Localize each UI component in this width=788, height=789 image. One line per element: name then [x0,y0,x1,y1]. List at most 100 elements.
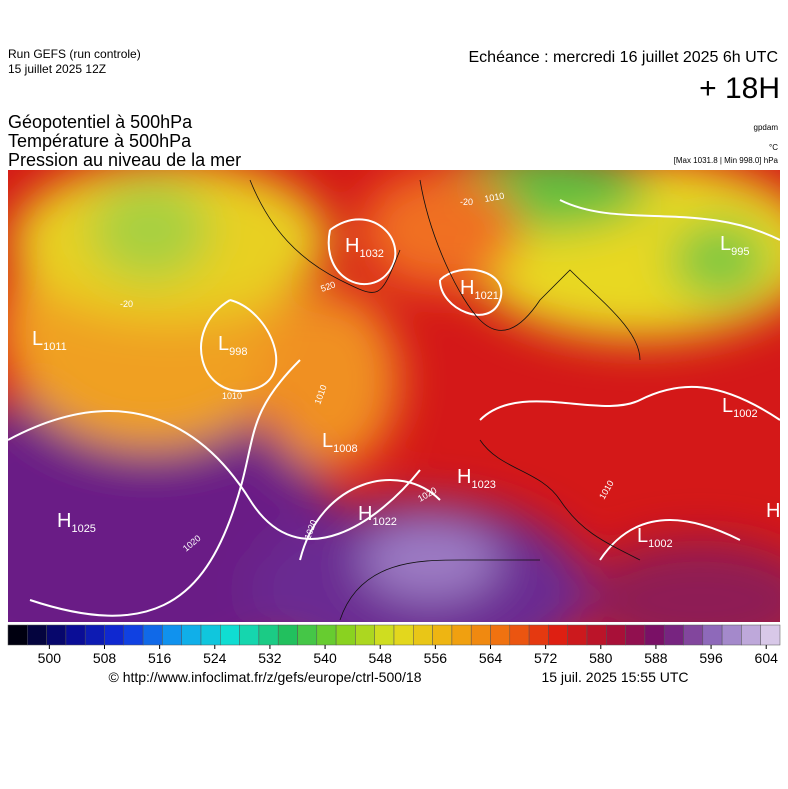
colorbar-cell [644,624,665,646]
colorbar-cell [470,624,491,646]
pressure-system: L1008 [322,430,358,455]
unit: gpdam [754,123,779,132]
system-value: 1032 [359,248,383,260]
colorbar-tick-label: 580 [589,650,613,666]
colorbar-tick-label: 524 [203,650,227,666]
colorbar-cell [316,624,337,646]
colorbar-cell [355,624,375,646]
system-value: 1002 [733,408,757,420]
system-type: L [32,328,43,350]
colorbar-cell [277,624,298,646]
system-type: H [457,466,471,488]
colorbar-tick-label: 540 [313,650,337,666]
colorbar-cell [46,624,67,646]
system-value: 995 [731,246,749,258]
run-date: 15 juillet 2025 12Z [8,62,106,76]
system-type: L [637,525,648,547]
pressure-system: H1022 [358,503,397,528]
generated: 15 juil. 2025 15:55 UTC [541,669,688,685]
pressure-system: L1002 [637,525,673,550]
unit: [Max 1031.8 | Min 998.0] hPa [674,156,779,165]
system-value: 1022 [372,516,396,528]
colorbar-cell [335,624,356,646]
pressure-system: H1023 [457,466,496,491]
pressure-system: H1025 [57,510,96,535]
pressure-system: H1032 [345,235,384,260]
colorbar-cell [683,624,704,646]
colorbar-cell [451,624,472,646]
system-type: L [322,430,333,452]
colorbar-cell [721,624,742,646]
colorbar-tick-label: 564 [479,650,503,666]
contour-label: 1010 [484,191,505,204]
colorbar-cell [567,624,588,646]
contour-label: 1010 [222,391,242,401]
system-type: L [722,395,733,417]
pressure-system: H1021 [460,277,499,302]
colorbar-cell [181,624,202,646]
colorbar-cell [65,624,86,646]
field: Température à 500hPa [8,131,192,151]
colorbar-cell [586,624,607,646]
pressure-system: L995 [720,233,749,258]
colorbar-cell [104,624,125,646]
colorbar-cell [239,624,260,646]
colorbar-cell [663,624,684,646]
colorbar-cell [625,624,646,646]
system-type: H [766,500,780,522]
unit: °C [769,143,778,152]
colorbar-cell [200,624,221,646]
contour-label: -20 [120,299,133,309]
system-type: H [57,510,71,532]
colorbar-cell [548,624,568,646]
colorbar-cell [741,624,761,646]
system-value: 1025 [71,523,95,535]
colorbar-cell [84,624,105,646]
lead-time: + 18H [699,72,780,105]
colorbar-tick-label: 572 [534,650,558,666]
colorbar-cell [393,624,414,646]
pressure-system: L998 [218,333,247,358]
field: Géopotentiel à 500hPa [8,112,193,132]
colorbar-cell [27,624,47,646]
pressure-system: L1002 [722,395,758,420]
system-value: 1023 [471,479,495,491]
system-type: L [218,333,229,355]
colorbar-cell [123,624,144,646]
pressure-system: L1011 [32,328,67,353]
source: © http://www.infoclimat.fr/z/gefs/europe… [108,669,421,685]
system-value: 1011 [43,341,67,353]
colorbar-cell [258,624,279,646]
colorbar-cell [142,624,163,646]
colorbar-tick-label: 596 [699,650,723,666]
system-type: H [345,235,359,257]
colorbar-cell [297,624,318,646]
colorbar-cell [374,624,395,646]
valid-time: Echéance : mercredi 16 juillet 2025 6h U… [469,49,779,66]
colorbar-cell [606,624,626,646]
colorbar-cell [220,624,240,646]
colorbar-cell [702,624,723,646]
map [8,170,780,622]
system-type: H [358,503,372,525]
colorbar-cell [7,624,28,646]
colorbar-tick-label: 500 [38,650,62,666]
colorbar-tick-label: 604 [755,650,779,666]
colorbar-tick-label: 516 [148,650,172,666]
colorbar-tick-label: 532 [258,650,282,666]
colorbar-cell [432,624,453,646]
colorbar-tick-label: 508 [93,650,117,666]
colorbar-cell [413,624,433,646]
colorbar-cell [760,624,781,646]
colorbar-tick-label: 588 [644,650,668,666]
colorbar-cell [528,624,549,646]
system-type: L [720,233,731,255]
contour-label: 520 [319,279,337,294]
system-value: 998 [229,346,247,358]
system-value: 1021 [474,290,498,302]
system-value: 1008 [333,443,357,455]
colorbar-tick-label: 548 [369,650,393,666]
contour-label: -20 [460,197,473,207]
colorbar-tick-label: 556 [424,650,448,666]
system-value: 1002 [648,538,672,550]
